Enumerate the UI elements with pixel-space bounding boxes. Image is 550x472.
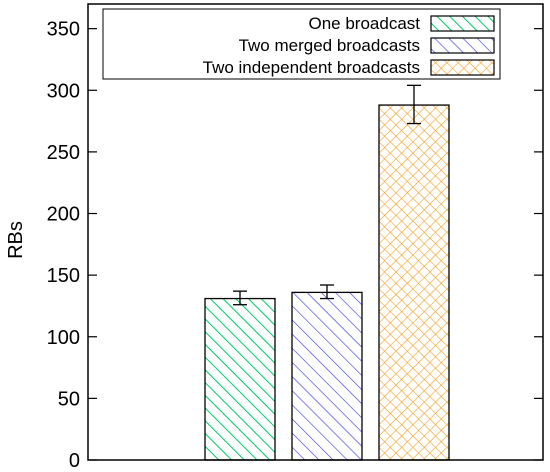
legend-label-0: One broadcast	[308, 14, 420, 33]
y-tick-label: 100	[47, 327, 80, 349]
y-tick-label: 150	[47, 265, 80, 287]
y-tick-label: 200	[47, 204, 80, 226]
y-tick-label: 300	[47, 80, 80, 102]
y-tick-label: 250	[47, 142, 80, 164]
error-bars	[233, 84, 421, 306]
legend-label-2: Two independent broadcasts	[203, 58, 420, 77]
y-tick-label: 350	[47, 19, 80, 41]
y-axis-ticks: 0 50 100 150 200 250 300 350	[47, 19, 543, 472]
plot-frame	[87, 3, 544, 461]
bar-1	[291, 291, 363, 461]
bar-2	[378, 104, 450, 461]
legend-swatch-0	[430, 15, 495, 32]
legend-swatch-2	[430, 59, 495, 76]
y-tick-label: 0	[69, 450, 80, 472]
bar-series	[204, 104, 450, 461]
legend-label-1: Two merged broadcasts	[239, 36, 420, 55]
legend-swatch-1	[430, 37, 495, 54]
bar-0	[204, 297, 276, 461]
y-axis-label: RBs	[5, 221, 27, 259]
legend: One broadcast Two merged broadcasts Two in…	[102, 8, 501, 80]
y-tick-label: 50	[58, 388, 80, 410]
